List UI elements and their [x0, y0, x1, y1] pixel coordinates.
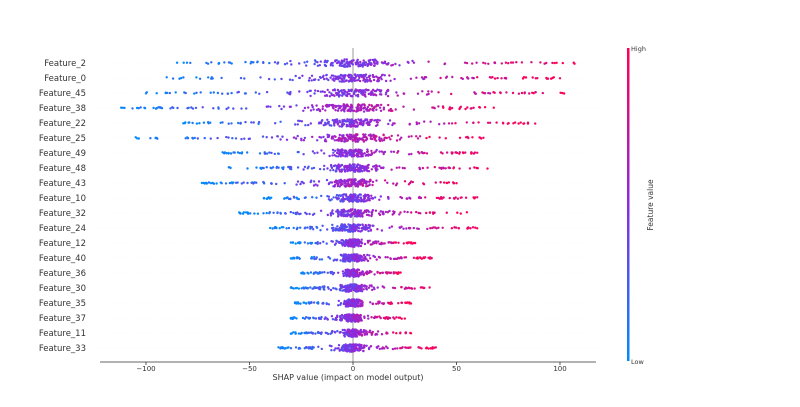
- x-tick-label: 50: [452, 365, 461, 373]
- feature-label: Feature_35: [39, 299, 86, 309]
- feature-label: Feature_30: [39, 284, 86, 294]
- colorbar-title: Feature value: [646, 179, 655, 231]
- feature-label: Feature_36: [39, 269, 86, 279]
- feature-label: Feature_38: [39, 104, 86, 114]
- feature-label: Feature_12: [39, 239, 86, 249]
- feature-label: Feature_49: [39, 149, 86, 159]
- colorbar-low-label: Low: [631, 358, 644, 366]
- feature-label: Feature_48: [39, 164, 86, 174]
- feature-label: Feature_45: [39, 89, 86, 99]
- feature-label: Feature_22: [39, 119, 86, 129]
- data-points: [120, 58, 576, 353]
- x-tick-label: 100: [553, 365, 566, 373]
- feature-label: Feature_2: [44, 59, 86, 69]
- feature-label: Feature_43: [39, 179, 86, 189]
- feature-label: Feature_37: [39, 314, 86, 324]
- feature-label: Feature_10: [39, 194, 86, 204]
- colorbar: High Low Feature value: [627, 45, 655, 366]
- feature-label: Feature_32: [39, 209, 86, 219]
- x-tick-label: 0: [351, 365, 355, 373]
- feature-label: Feature_0: [44, 74, 86, 84]
- feature-label: Feature_40: [39, 254, 86, 264]
- feature-label: Feature_33: [39, 344, 86, 354]
- feature-labels: Feature_2 Feature_0 Feature_45 Feature_38 Fe…: [39, 59, 86, 354]
- feature-label: Feature_25: [39, 134, 86, 144]
- colorbar-high-label: High: [631, 45, 646, 53]
- feature-label: Feature_11: [39, 329, 86, 339]
- feature-label: Feature_24: [39, 224, 86, 234]
- x-axis: −100 −50 0 50 100 SHAP value (impact on mode…: [100, 361, 596, 382]
- x-tick-label: −100: [136, 365, 155, 373]
- x-tick-label: −50: [242, 365, 257, 373]
- colorbar-gradient: [627, 48, 630, 361]
- x-axis-label: SHAP value (impact on model output): [273, 373, 424, 382]
